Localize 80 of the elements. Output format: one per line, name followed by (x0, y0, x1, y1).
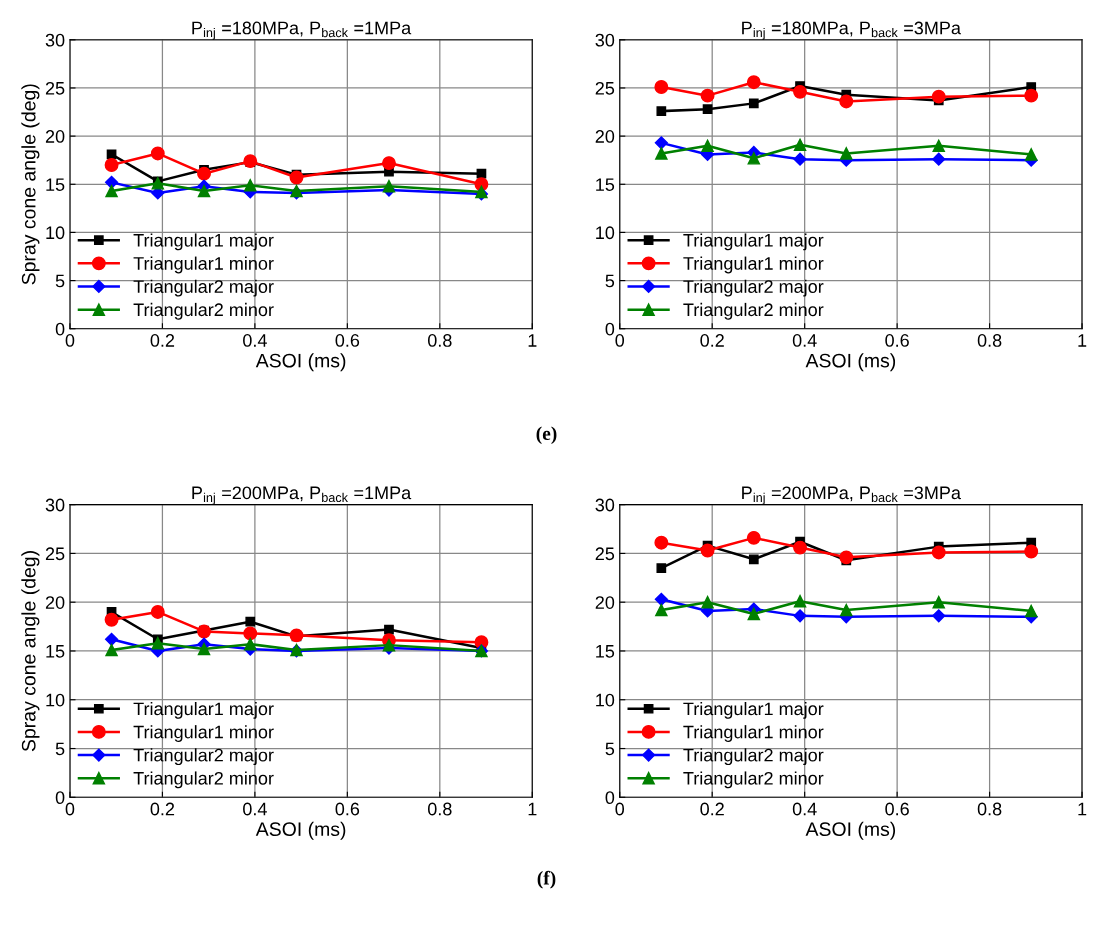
text: (e) (536, 426, 557, 445)
y-axis-title: Spray cone angle (deg) (21, 551, 40, 752)
legend-label: Triangular2 major (683, 279, 824, 297)
y-tick-label: 0 (55, 791, 65, 805)
chart-title: P$_{inj}$ =180MPa, P$_{back}$ =3MPa (742, 21, 961, 40)
x-axis-title: ASOI (ms) (255, 353, 346, 372)
legend-label: Triangular1 minor (133, 725, 274, 742)
legend-label: Triangular2 minor (683, 302, 824, 320)
x-tick-label: 0 (65, 334, 75, 347)
x-tick-label: 0.8 (427, 802, 452, 816)
x-tick-label: 0.2 (700, 802, 724, 816)
y-tick-label: 10 (596, 226, 615, 240)
y-tick-label: 10 (46, 693, 65, 707)
y-tick-label: 25 (595, 81, 615, 95)
x-tick-label: 0.2 (150, 802, 175, 816)
legend-label: Triangular1 major (683, 233, 824, 251)
y-tick-label: 15 (46, 645, 65, 658)
legend-label: Triangular2 major (683, 748, 824, 766)
y-tick-label: 25 (45, 81, 65, 95)
y-tick-label: 10 (596, 693, 615, 707)
x-axis-title: ASOI (ms) (805, 353, 896, 372)
x-tick-label: 0.4 (792, 334, 817, 347)
y-tick-label: 0 (605, 791, 615, 805)
y-tick-label: 0 (55, 322, 65, 336)
y-tick-label: 30 (45, 498, 65, 512)
legend-label: Triangular1 major (133, 233, 274, 251)
legend-label: Triangular1 minor (683, 256, 824, 274)
x-tick-label: 0.8 (977, 802, 1002, 816)
x-axis-title: ASOI (ms) (805, 821, 896, 840)
chart-title: P$_{inj}$ =200MPa, P$_{back}$ =3MPa (742, 486, 961, 505)
legend-label: Triangular1 minor (683, 725, 824, 742)
y-tick-label: 25 (595, 547, 615, 561)
x-tick-label: 0.2 (700, 334, 724, 347)
y-tick-label: 15 (596, 645, 615, 658)
x-tick-label: 0.8 (427, 334, 452, 347)
x-tick-label: 0.4 (792, 802, 817, 816)
y-tick-label: 5 (55, 274, 65, 288)
chart-title: P$_{inj}$ =180MPa, P$_{back}$ =1MPa (192, 21, 412, 40)
x-tick-label: 0.6 (885, 334, 909, 347)
y-tick-label: 15 (46, 178, 65, 191)
legend-label: Triangular2 major (133, 748, 274, 766)
y-tick-label: 5 (605, 742, 615, 756)
y-tick-label: 20 (595, 130, 615, 143)
y-tick-label: 0 (605, 322, 615, 336)
legend-label: Triangular2 minor (683, 771, 824, 789)
y-tick-label: 30 (595, 33, 615, 47)
y-tick-label: 15 (596, 178, 615, 191)
x-axis-title: ASOI (ms) (255, 821, 346, 840)
legend-label: Triangular1 major (683, 701, 824, 719)
legend-label: Triangular2 major (133, 279, 274, 297)
y-tick-label: 5 (605, 274, 615, 288)
y-tick-label: 10 (46, 226, 65, 240)
y-tick-label: 20 (45, 596, 65, 609)
x-tick-label: 1 (528, 802, 537, 816)
legend-label: Triangular2 minor (133, 771, 274, 789)
x-tick-label: 0.6 (885, 802, 909, 816)
x-tick-label: 1 (528, 334, 537, 347)
x-tick-label: 0.8 (977, 334, 1002, 347)
x-tick-label: 0 (615, 334, 625, 347)
x-tick-label: 0.2 (150, 334, 175, 347)
y-tick-label: 25 (45, 547, 65, 561)
y-tick-label: 30 (45, 33, 65, 47)
y-tick-label: 30 (595, 498, 615, 512)
x-tick-label: 0.4 (243, 802, 267, 816)
x-tick-label: 0 (65, 802, 75, 816)
legend-label: Triangular2 minor (133, 302, 274, 320)
x-tick-label: 0.6 (335, 334, 360, 347)
chart-title: P$_{inj}$ =200MPa, P$_{back}$ =1MPa (192, 486, 412, 505)
x-tick-label: 0 (615, 802, 625, 816)
y-axis-title: Spray cone angle (deg) (21, 84, 40, 285)
y-tick-label: 20 (595, 596, 615, 609)
y-tick-label: 5 (55, 742, 65, 756)
x-tick-label: 0.6 (335, 802, 360, 816)
x-tick-label: 1 (1078, 334, 1087, 347)
x-tick-label: 0.4 (243, 334, 267, 347)
text: (f) (537, 870, 556, 889)
y-tick-label: 20 (45, 130, 65, 143)
x-tick-label: 1 (1078, 802, 1087, 816)
legend-label: Triangular1 major (133, 701, 274, 719)
legend-label: Triangular1 minor (133, 256, 274, 274)
